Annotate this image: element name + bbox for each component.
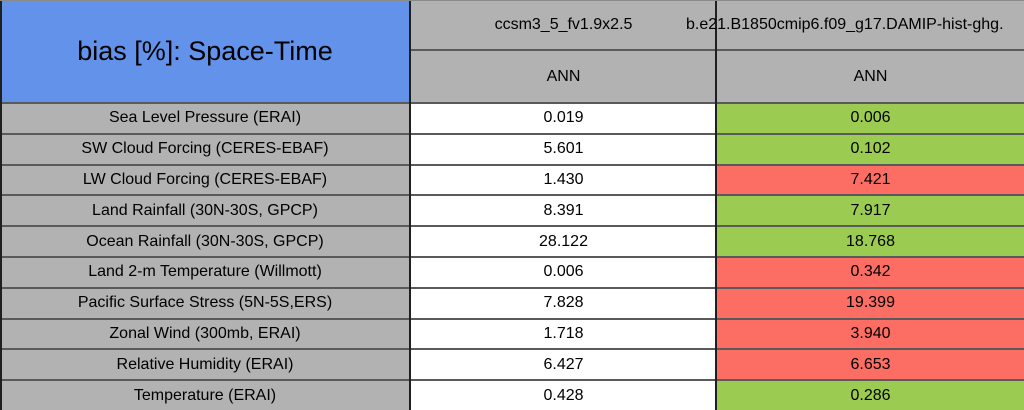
table-row: Relative Humidity (ERAI) 6.427 6.653 xyxy=(0,348,1024,380)
value-cell-model-1: 28.122 xyxy=(410,227,717,256)
table-header: bias [%]: Space-Time ccsm3_5_fv1.9x2.5 A… xyxy=(0,0,1024,102)
value-cell-model-1: 0.019 xyxy=(410,104,717,133)
variable-label: Zonal Wind (300mb, ERAI) xyxy=(0,319,410,349)
value-cell-model-1: 5.601 xyxy=(410,134,717,164)
variable-label: Relative Humidity (ERAI) xyxy=(0,350,410,380)
value-cell-model-1: 6.427 xyxy=(410,350,717,380)
column-header-model-2: b.e21.B1850cmip6.f09_g17.DAMIP-hist-ghg.… xyxy=(686,0,1024,102)
table-row: Ocean Rainfall (30N-30S, GPCP) 28.122 18… xyxy=(0,225,1024,256)
table-row: Temperature (ERAI) 0.428 0.286 xyxy=(0,379,1024,410)
value-cell-model-1: 0.428 xyxy=(410,381,717,410)
table-row: Zonal Wind (300mb, ERAI) 1.718 3.940 xyxy=(0,317,1024,349)
model-1-name: ccsm3_5_fv1.9x2.5 xyxy=(410,0,717,51)
value-cell-model-1: 7.828 xyxy=(410,288,717,318)
model-1-season: ANN xyxy=(546,67,581,85)
variable-label: Ocean Rainfall (30N-30S, GPCP) xyxy=(0,227,410,256)
table-row: Land Rainfall (30N-30S, GPCP) 8.391 7.91… xyxy=(0,194,1024,226)
model-2-season: ANN xyxy=(853,67,888,85)
column-header-model-1: ccsm3_5_fv1.9x2.5 ANN xyxy=(410,0,717,102)
table-row: Pacific Surface Stress (5N-5S,ERS) 7.828… xyxy=(0,286,1024,318)
value-cell-model-2: 0.286 xyxy=(717,381,1024,410)
variable-label: Temperature (ERAI) xyxy=(0,381,410,410)
value-cell-model-2: 18.768 xyxy=(717,227,1024,256)
table-body: Sea Level Pressure (ERAI) 0.019 0.006 SW… xyxy=(0,102,1024,410)
table-title: bias [%]: Space-Time xyxy=(0,0,410,102)
value-cell-model-2: 0.006 xyxy=(717,104,1024,133)
value-cell-model-2: 3.940 xyxy=(717,319,1024,349)
table-row: Land 2-m Temperature (Willmott) 0.006 0.… xyxy=(0,255,1024,287)
table-row: Sea Level Pressure (ERAI) 0.019 0.006 xyxy=(0,104,1024,133)
variable-label: Land 2-m Temperature (Willmott) xyxy=(0,257,410,287)
value-cell-model-2: 0.102 xyxy=(717,134,1024,164)
variable-label: Sea Level Pressure (ERAI) xyxy=(0,104,410,133)
value-cell-model-1: 0.006 xyxy=(410,257,717,287)
value-cell-model-2: 7.917 xyxy=(717,196,1024,226)
variable-label: SW Cloud Forcing (CERES-EBAF) xyxy=(0,134,410,164)
value-cell-model-2: 19.399 xyxy=(717,288,1024,318)
variable-label: Pacific Surface Stress (5N-5S,ERS) xyxy=(0,288,410,318)
value-cell-model-2: 0.342 xyxy=(717,257,1024,287)
value-cell-model-2: 7.421 xyxy=(717,165,1024,195)
value-cell-model-1: 1.718 xyxy=(410,319,717,349)
table-row: LW Cloud Forcing (CERES-EBAF) 1.430 7.42… xyxy=(0,163,1024,195)
model-2-name: b.e21.B1850cmip6.f09_g17.DAMIP-hist-ghg. xyxy=(686,15,1004,33)
variable-label: LW Cloud Forcing (CERES-EBAF) xyxy=(0,165,410,195)
model-2-name-cell: b.e21.B1850cmip6.f09_g17.DAMIP-hist-ghg. xyxy=(686,0,1024,51)
value-cell-model-2: 6.653 xyxy=(717,350,1024,380)
variable-label: Land Rainfall (30N-30S, GPCP) xyxy=(0,196,410,226)
table-row: SW Cloud Forcing (CERES-EBAF) 5.601 0.10… xyxy=(0,132,1024,164)
value-cell-model-1: 1.430 xyxy=(410,165,717,195)
value-cell-model-1: 8.391 xyxy=(410,196,717,226)
